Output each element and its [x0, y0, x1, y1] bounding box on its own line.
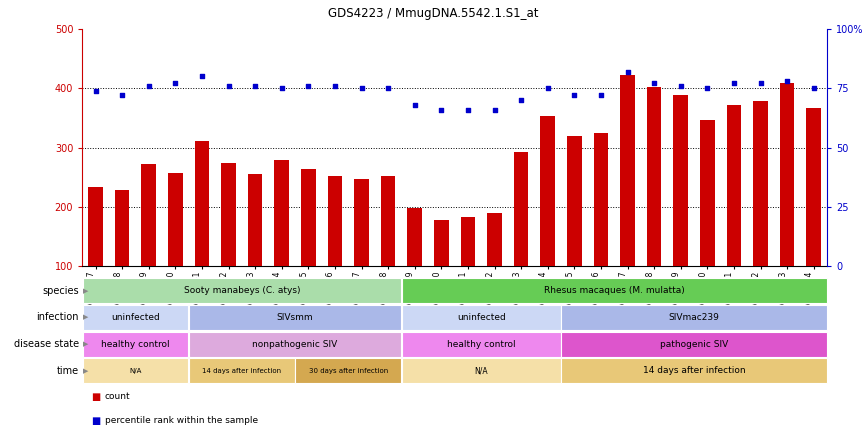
Text: ▶: ▶ [83, 341, 88, 347]
Point [168, 80, 182, 87]
Bar [141, 164, 156, 326]
Text: disease state: disease state [14, 339, 79, 349]
Bar [461, 217, 475, 326]
Bar [354, 179, 369, 326]
Text: N/A: N/A [475, 366, 488, 375]
Point [594, 92, 608, 99]
Point [435, 106, 449, 113]
Text: ▶: ▶ [83, 314, 88, 321]
Point [780, 78, 794, 85]
Point [807, 85, 821, 92]
Point [488, 106, 501, 113]
Bar [301, 169, 316, 326]
Bar [168, 173, 183, 326]
Bar [488, 213, 502, 326]
Point [567, 92, 581, 99]
Text: infection: infection [36, 313, 79, 322]
Bar [381, 176, 396, 326]
Bar [567, 136, 582, 326]
Text: time: time [56, 366, 79, 376]
Point [354, 85, 368, 92]
Point [381, 85, 395, 92]
Point [647, 80, 661, 87]
Bar [248, 174, 262, 326]
Point [621, 68, 635, 75]
Bar [647, 87, 662, 326]
Bar [514, 152, 528, 326]
Point [115, 92, 129, 99]
Text: ■: ■ [91, 392, 100, 402]
Bar [620, 75, 635, 326]
Bar [88, 187, 103, 326]
Bar [779, 83, 794, 326]
Point [461, 106, 475, 113]
Bar [540, 115, 555, 326]
Text: GDS4223 / MmugDNA.5542.1.S1_at: GDS4223 / MmugDNA.5542.1.S1_at [327, 7, 539, 20]
Point [222, 82, 236, 89]
Point [249, 82, 262, 89]
Bar [115, 190, 130, 326]
Point [674, 82, 688, 89]
Text: SIVsmm: SIVsmm [277, 313, 313, 322]
Point [408, 101, 422, 108]
Point [142, 82, 156, 89]
Text: SIVmac239: SIVmac239 [669, 313, 720, 322]
Bar [327, 175, 342, 326]
Point [540, 85, 554, 92]
Text: nonpathogenic SIV: nonpathogenic SIV [252, 340, 338, 349]
Point [195, 73, 209, 80]
Text: 14 days after infection: 14 days after infection [643, 366, 746, 375]
Point [514, 97, 528, 104]
Bar [195, 140, 210, 326]
Bar [407, 208, 422, 326]
Bar [593, 133, 608, 326]
Point [301, 82, 315, 89]
Text: 30 days after infection: 30 days after infection [308, 368, 388, 374]
Text: Rhesus macaques (M. mulatta): Rhesus macaques (M. mulatta) [544, 286, 685, 295]
Bar [221, 163, 236, 326]
Text: Sooty manabeys (C. atys): Sooty manabeys (C. atys) [184, 286, 301, 295]
Text: percentile rank within the sample: percentile rank within the sample [105, 416, 258, 425]
Bar [674, 95, 688, 326]
Text: uninfected: uninfected [457, 313, 506, 322]
Text: count: count [105, 392, 131, 401]
Text: ▶: ▶ [83, 368, 88, 374]
Bar [275, 160, 289, 326]
Text: healthy control: healthy control [447, 340, 515, 349]
Point [88, 87, 102, 94]
Point [328, 82, 342, 89]
Bar [434, 220, 449, 326]
Text: uninfected: uninfected [111, 313, 160, 322]
Text: 14 days after infection: 14 days after infection [203, 368, 281, 374]
Bar [700, 120, 714, 326]
Bar [753, 101, 768, 326]
Point [753, 80, 767, 87]
Text: ▶: ▶ [83, 288, 88, 294]
Text: N/A: N/A [129, 368, 142, 374]
Bar [727, 105, 741, 326]
Text: ■: ■ [91, 416, 100, 427]
Text: species: species [42, 286, 79, 296]
Text: healthy control: healthy control [101, 340, 170, 349]
Point [701, 85, 714, 92]
Bar [806, 108, 821, 326]
Point [275, 85, 288, 92]
Text: pathogenic SIV: pathogenic SIV [660, 340, 728, 349]
Point [727, 80, 740, 87]
